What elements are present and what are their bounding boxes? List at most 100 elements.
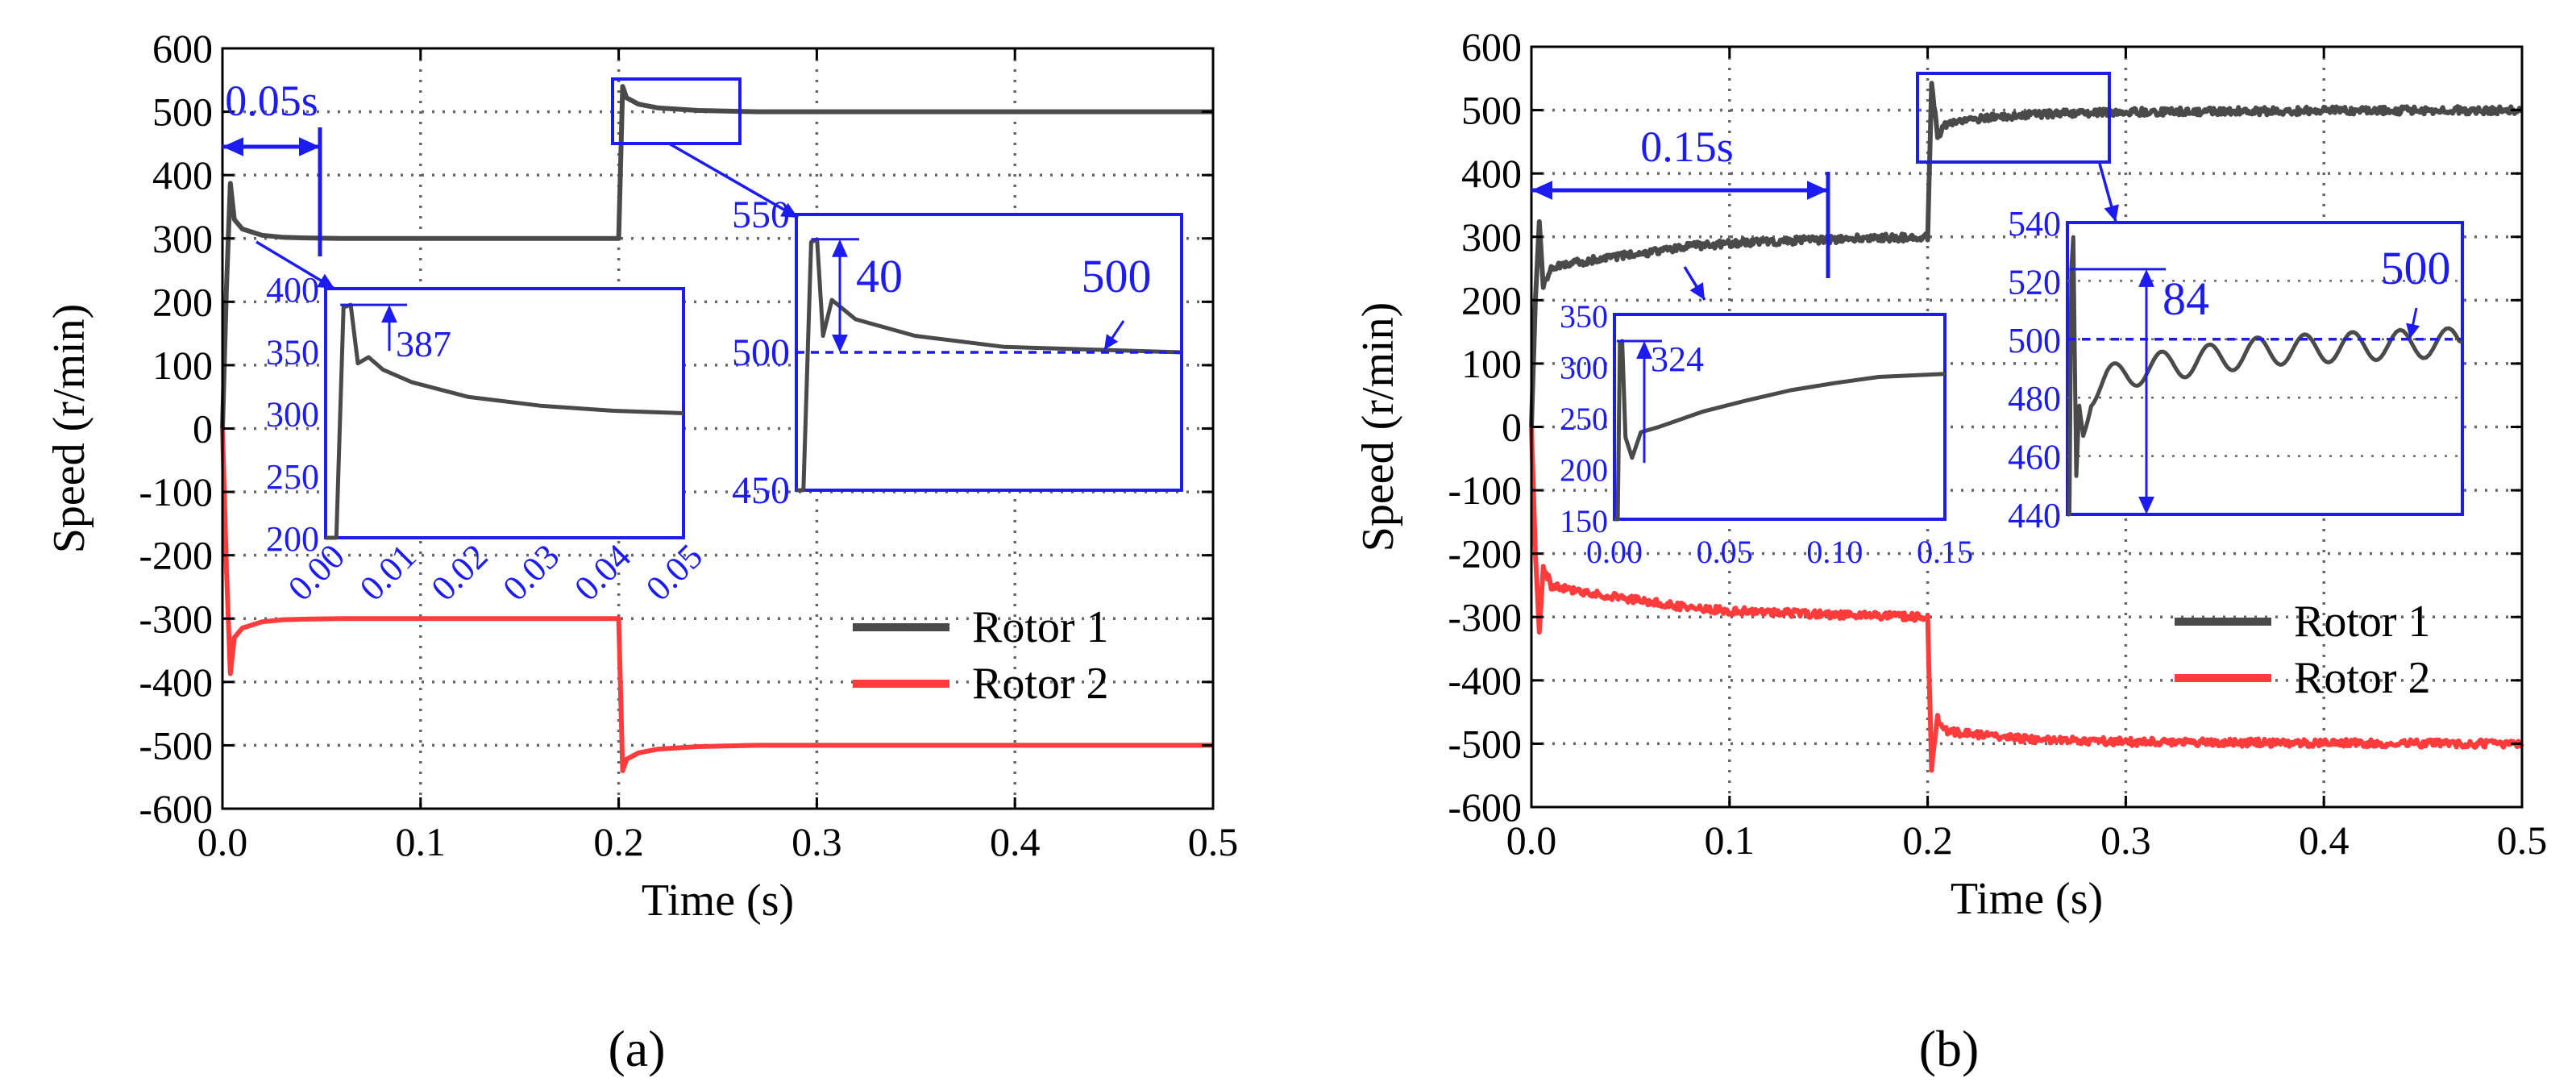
y-tick-label: 100 <box>1461 341 1522 386</box>
inset-step-zoom: 540 520 500 480 460 440 84 500 <box>2008 204 2464 535</box>
inset-y-tick-label: 250 <box>1560 401 1608 437</box>
panel-caption-b: (b) <box>1919 1020 1980 1077</box>
zoom-connector-head <box>1689 282 1705 300</box>
y-tick-label: 500 <box>1461 88 1522 133</box>
x-tick-label: 0.1 <box>1705 818 1755 863</box>
x-tick-label: 0.5 <box>1188 819 1239 864</box>
overshoot-value-label: 40 <box>856 250 903 302</box>
interval-label: 0.05s <box>225 77 318 125</box>
inset-step-zoom: 550 500 450 40 500 <box>732 194 1183 512</box>
interval-label: 0.15s <box>1640 123 1734 171</box>
chart-panel-b: 0.0 0.1 0.2 0.3 0.4 0.5 600 500 400 300 200 100 0 -10… <box>1353 24 2547 924</box>
y-tick-label: -300 <box>1448 594 1522 639</box>
target-pointer-head <box>2406 323 2420 339</box>
x-tick-label: 0.5 <box>2497 818 2548 863</box>
inset-y-tick-label: 450 <box>732 469 790 512</box>
y-tick-label: -200 <box>1448 531 1522 576</box>
y-tick-label: -400 <box>139 660 213 705</box>
zoom-connector-head <box>780 202 798 218</box>
inset-y-tick-label: 300 <box>1560 350 1608 386</box>
legend: Rotor 1 Rotor 2 <box>853 602 1109 709</box>
zoom-source-box <box>611 77 742 145</box>
inset-y-tick-label: 500 <box>732 331 790 374</box>
y-tick-label: 0 <box>193 406 213 452</box>
peak-arrow-head <box>1636 341 1652 360</box>
target-value-label: 500 <box>1082 250 1152 302</box>
inset-y-tick-label: 200 <box>266 519 319 559</box>
legend-label-rotor-1: Rotor 1 <box>972 602 1109 652</box>
inset-x-tick-label: 0.00 <box>1586 534 1643 570</box>
y-tick-label: -600 <box>1448 784 1522 830</box>
inset-y-tick-label: 350 <box>266 332 319 372</box>
interval-arrow-head <box>222 137 243 156</box>
interval-arrow-head <box>1531 181 1552 200</box>
y-tick-label: -300 <box>139 596 213 641</box>
zoom-connector-line <box>668 142 799 219</box>
y-tick-label: 600 <box>152 26 213 71</box>
axis-ticks: 0.0 0.1 0.2 0.3 0.4 0.5 600 500 400 300 200 100 0 -10… <box>139 26 1238 864</box>
y-tick-label: 0 <box>1502 405 1522 450</box>
inset-y-tick-label: 350 <box>1560 298 1608 335</box>
inset-x-tick-label: 0.01 <box>352 536 424 608</box>
interval-arrow-head <box>299 137 320 156</box>
series-line-rotor-2 <box>220 428 1213 773</box>
y-tick-label: -400 <box>1448 658 1522 703</box>
zoom-connector-head <box>317 273 334 289</box>
peak-arrow-head <box>381 305 397 323</box>
y-tick-label: -100 <box>1448 468 1522 513</box>
x-tick-label: 0.3 <box>2100 818 2151 863</box>
inset-frame <box>1613 313 1947 521</box>
y-tick-label: -500 <box>139 722 213 768</box>
y-tick-label: 200 <box>152 279 213 324</box>
axis-ticks: 0.0 0.1 0.2 0.3 0.4 0.5 600 500 400 300 200 100 0 -10… <box>1448 24 2547 863</box>
inset-y-tick-label: 480 <box>2008 379 2061 418</box>
inset-y-tick-label: 520 <box>2008 262 2061 302</box>
overshoot-value-label: 84 <box>2163 273 2209 325</box>
chart-panel-a: 0.0 0.1 0.2 0.3 0.4 0.5 600 500 400 300 200 100 0 -10… <box>44 26 1238 926</box>
series-line-rotor-2 <box>1529 427 2524 773</box>
y-tick-label: -100 <box>139 469 213 514</box>
series-line-rotor-1 <box>220 84 1213 429</box>
x-tick-label: 0.0 <box>1506 818 1557 863</box>
y-tick-label: 600 <box>1461 24 1522 69</box>
y-tick-label: 100 <box>152 343 213 388</box>
overshoot-arrow-head <box>2138 497 2154 514</box>
inset-y-tick-label: 200 <box>1560 452 1608 489</box>
y-tick-label: 300 <box>152 216 213 261</box>
y-tick-label: 300 <box>1461 214 1522 260</box>
inset-x-tick-label: 0.10 <box>1806 534 1863 570</box>
y-tick-label: -500 <box>1448 721 1522 766</box>
inset-x-tick-label: 0.03 <box>495 536 567 608</box>
zoom-connector-head <box>2104 204 2119 222</box>
x-tick-label: 0.0 <box>197 819 248 864</box>
inset-frame <box>324 287 685 539</box>
y-tick-label: 400 <box>1461 151 1522 196</box>
inset-y-tick-label: 250 <box>266 457 319 497</box>
x-tick-label: 0.4 <box>2299 818 2350 863</box>
inset-y-tick-label: 500 <box>2008 321 2061 360</box>
inset-curve <box>796 237 1182 493</box>
inset-x-tick-label: 0.05 <box>638 536 710 608</box>
inset-curve <box>2065 235 2463 517</box>
inset-y-tick-label: 540 <box>2008 204 2061 243</box>
inset-x-tick-label: 0.02 <box>424 536 496 608</box>
legend-label-rotor-2: Rotor 2 <box>972 659 1109 709</box>
overshoot-arrow-head <box>832 335 848 352</box>
inset-curve <box>1614 339 1946 522</box>
inset-x-tick-label: 0.04 <box>567 536 638 608</box>
inset-y-tick-label: 400 <box>266 270 319 310</box>
peak-value-label: 387 <box>396 323 451 364</box>
legend: Rotor 1 Rotor 2 <box>2175 597 2431 703</box>
x-tick-label: 0.1 <box>396 819 447 864</box>
zoom-source-box <box>1916 72 2111 164</box>
interval-arrow-head <box>1807 181 1828 200</box>
target-pointer-head <box>1104 334 1119 350</box>
x-tick-label: 0.2 <box>1902 818 1953 863</box>
y-axis-label: Speed (r/min) <box>1353 302 1403 551</box>
legend-label-rotor-2: Rotor 2 <box>2294 653 2431 703</box>
inset-x-tick-label: 0.05 <box>1697 534 1753 570</box>
x-axis-label: Time (s) <box>1951 874 2103 924</box>
y-tick-label: 500 <box>152 89 213 135</box>
